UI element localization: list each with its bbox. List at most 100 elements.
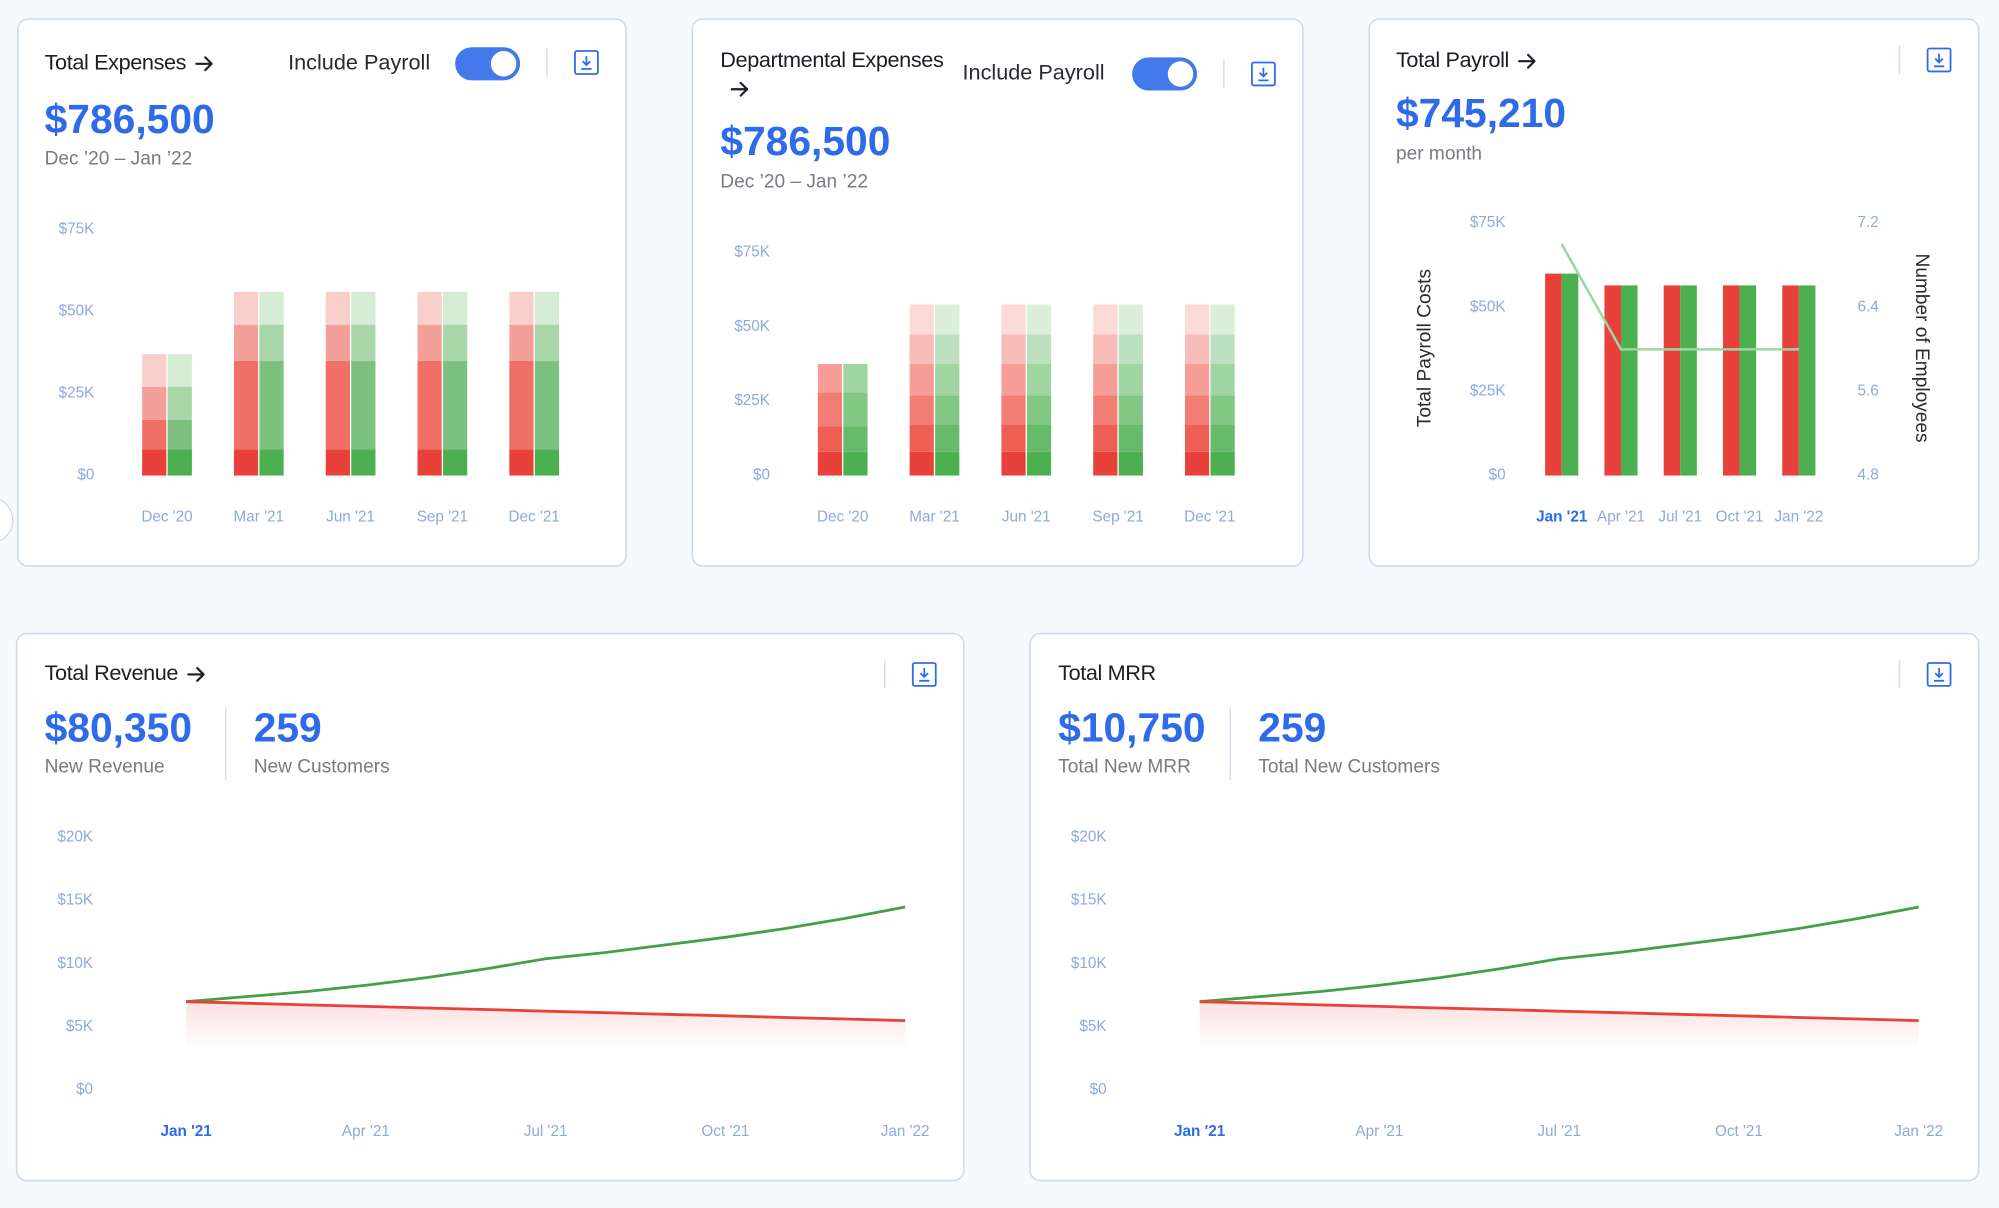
card-title[interactable]: Total Revenue	[45, 660, 179, 685]
bar-segment	[325, 324, 350, 361]
y2-tick-label: 7.2	[1857, 214, 1878, 231]
x-tick-label: Apr '21	[342, 1123, 390, 1140]
download-frame	[574, 50, 599, 75]
link-arrow[interactable]	[195, 56, 213, 72]
bar-segment	[817, 451, 843, 476]
x-tick-label: Jan '21	[161, 1123, 213, 1140]
x-tick-label: Sep '21	[1092, 509, 1143, 526]
y-tick-label: $5K	[66, 1018, 94, 1035]
bar	[1545, 273, 1562, 476]
x-tick-label: Jun '21	[326, 509, 375, 526]
card-title[interactable]: Total Payroll	[1396, 47, 1509, 72]
card-frame	[691, 18, 1304, 567]
y-tick-label: $50K	[59, 303, 95, 320]
bar-segment	[142, 419, 167, 450]
bar-segment	[1118, 395, 1143, 425]
bar-segment	[1093, 334, 1118, 365]
bar-segment	[443, 449, 468, 476]
download-button[interactable]	[1926, 662, 1952, 687]
bar-segment	[167, 354, 192, 387]
bar-segment	[817, 392, 843, 427]
bar-segment	[351, 291, 376, 325]
bar-segment	[259, 360, 284, 450]
card-title[interactable]: Total Expenses	[45, 49, 187, 74]
y-tick-label: $50K	[734, 318, 770, 335]
link-arrow[interactable]	[730, 81, 749, 97]
bar	[1722, 285, 1740, 476]
download-glyph	[581, 56, 592, 70]
card: Departmental Expenses Include Payroll $786…	[691, 18, 1304, 567]
bar-segment	[1001, 424, 1026, 452]
toggle-knob	[1167, 61, 1194, 87]
kpi-value: $786,500	[720, 118, 890, 164]
bar	[1561, 273, 1579, 476]
link-arrow[interactable]	[1518, 53, 1536, 69]
bar-segment	[935, 364, 960, 396]
bar-segment	[509, 449, 534, 476]
toggle-switch[interactable]	[455, 47, 521, 81]
bar-segment	[325, 360, 350, 450]
y-tick-label: $25K	[734, 392, 770, 409]
card-title[interactable]: Total MRR	[1058, 660, 1156, 685]
bar-segment	[1184, 334, 1210, 365]
y-tick-label: $15K	[57, 892, 93, 909]
kpi-caption: per month	[1396, 143, 1482, 164]
download-button[interactable]	[1926, 47, 1952, 73]
bar-segment	[1118, 334, 1143, 365]
y-tick-label: $75K	[59, 221, 95, 238]
download-button[interactable]	[911, 662, 937, 687]
bar-segment	[259, 324, 284, 361]
bar-segment	[233, 449, 259, 476]
bar-segment	[509, 360, 534, 450]
kpi-value: $80,350	[45, 704, 192, 750]
toggle-switch[interactable]	[1132, 57, 1198, 91]
bar-segment	[233, 324, 259, 361]
bar-segment	[909, 334, 934, 365]
download-glyph	[919, 668, 930, 682]
bar-segment	[351, 360, 376, 450]
bar-segment	[1093, 364, 1118, 396]
bar-segment	[534, 360, 560, 450]
card-title[interactable]: Departmental Expenses	[720, 47, 944, 72]
x-tick-label: Jan '21	[1174, 1123, 1226, 1140]
link-arrow[interactable]	[187, 666, 205, 682]
kpi-value: 259	[1258, 704, 1326, 750]
toggle-knob	[490, 51, 517, 77]
bar-segment	[534, 291, 560, 325]
side-handle[interactable]	[0, 497, 14, 543]
bar-segment	[843, 426, 868, 452]
bar-segment	[443, 291, 468, 325]
line	[186, 905, 906, 1004]
download-frame	[1251, 61, 1276, 87]
bar	[1680, 285, 1697, 476]
bar-segment	[935, 334, 960, 365]
line	[1199, 1000, 1919, 1023]
kpi-value: $745,210	[1396, 90, 1566, 136]
y2-tick-label: 5.6	[1857, 382, 1878, 399]
y-tick-label: $15K	[1071, 892, 1107, 909]
kpi-caption: Total New Customers	[1258, 757, 1440, 778]
bar-segment	[909, 364, 934, 396]
bar-segment	[233, 291, 259, 325]
download-glyph	[1933, 668, 1945, 682]
download-button[interactable]	[574, 50, 599, 75]
bar-segment	[1026, 364, 1052, 396]
kpi-caption: Total New MRR	[1058, 757, 1191, 778]
card: Total Revenue $80,350 New Revenue 259 New Cu…	[15, 632, 965, 1182]
bar-segment	[1093, 451, 1118, 476]
bar-segment	[1001, 304, 1026, 335]
bar-segment	[1001, 451, 1026, 476]
bar-segment	[909, 424, 934, 452]
download-button[interactable]	[1251, 61, 1276, 87]
bar-segment	[325, 291, 350, 325]
x-tick-label: Jan '22	[881, 1123, 930, 1140]
x-tick-label: Dec '21	[508, 509, 559, 526]
bar-segment	[1026, 451, 1052, 476]
bar-segment	[1026, 424, 1052, 452]
bar-segment	[1093, 304, 1118, 335]
x-tick-label: Mar '21	[909, 509, 959, 526]
bar-segment	[167, 419, 192, 450]
y-tick-label: $0	[77, 467, 94, 484]
bar-segment	[935, 395, 960, 425]
bar-segment	[1210, 424, 1235, 452]
